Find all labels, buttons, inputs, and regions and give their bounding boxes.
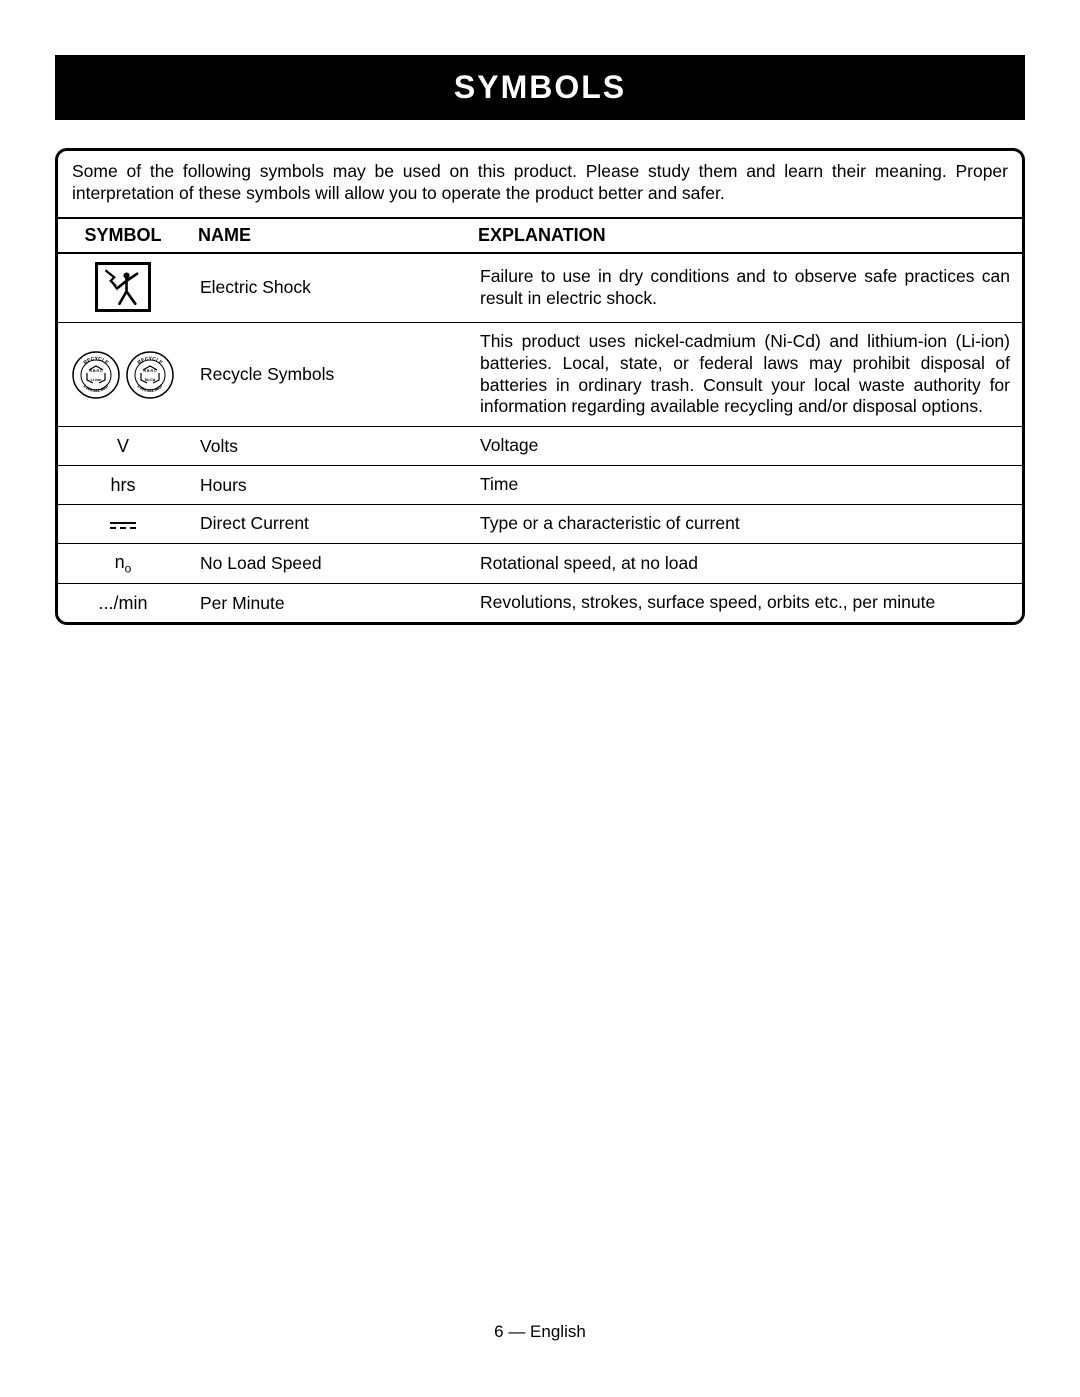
table-row: no No Load Speed Rotational speed, at no…	[58, 543, 1022, 584]
table-row: .../min Per Minute Revolutions, strokes,…	[58, 584, 1022, 622]
symbol-cell	[58, 505, 188, 544]
svg-text:RECYCLE: RECYCLE	[83, 355, 110, 366]
symbol-cell: .../min	[58, 584, 188, 622]
name-cell: Direct Current	[188, 505, 468, 544]
header-name: NAME	[188, 218, 468, 253]
header-explanation: EXPLANATION	[468, 218, 1022, 253]
recycle-symbols-icon: RECYCLE 1.800.822.8837 R B R C Li-Ion	[70, 350, 176, 400]
explanation-cell: Voltage	[468, 427, 1022, 466]
no-load-speed-icon: no	[115, 552, 132, 572]
explanation-cell: This product uses nickel-cadmium (Ni-Cd)…	[468, 322, 1022, 427]
table-row: RECYCLE 1.800.822.8837 R B R C Li-Ion	[58, 322, 1022, 427]
symbols-table-container: Some of the following symbols may be use…	[55, 148, 1025, 625]
symbol-cell: hrs	[58, 466, 188, 505]
intro-text: Some of the following symbols may be use…	[58, 151, 1022, 217]
explanation-cell: Rotational speed, at no load	[468, 543, 1022, 584]
recycle-seal-icon: RECYCLE 1.800.822.8837 R B R C Ni-Cd	[125, 350, 175, 400]
table-row: Direct Current Type or a characteristic …	[58, 505, 1022, 544]
name-cell: Recycle Symbols	[188, 322, 468, 427]
svg-text:R B R C: R B R C	[89, 369, 103, 373]
name-cell: No Load Speed	[188, 543, 468, 584]
symbol-cell: V	[58, 427, 188, 466]
table-row: hrs Hours Time	[58, 466, 1022, 505]
symbols-table: SYMBOL NAME EXPLANATION	[58, 217, 1022, 623]
svg-text:1.800.822.8837: 1.800.822.8837	[82, 382, 110, 392]
page-footer: 6 — English	[0, 1322, 1080, 1342]
explanation-cell: Failure to use in dry conditions and to …	[468, 253, 1022, 323]
explanation-cell: Time	[468, 466, 1022, 505]
name-cell: Hours	[188, 466, 468, 505]
name-cell: Volts	[188, 427, 468, 466]
svg-text:1.800.822.8837: 1.800.822.8837	[136, 382, 164, 392]
explanation-cell: Revolutions, strokes, surface speed, orb…	[468, 584, 1022, 622]
name-cell: Per Minute	[188, 584, 468, 622]
table-header-row: SYMBOL NAME EXPLANATION	[58, 218, 1022, 253]
table-row: V Volts Voltage	[58, 427, 1022, 466]
recycle-seal-icon: RECYCLE 1.800.822.8837 R B R C Li-Ion	[71, 350, 121, 400]
svg-text:R B R C: R B R C	[143, 369, 157, 373]
svg-text:RECYCLE: RECYCLE	[137, 355, 164, 366]
direct-current-icon	[110, 522, 136, 529]
page-title: SYMBOLS	[55, 55, 1025, 120]
symbol-cell	[58, 253, 188, 323]
symbol-cell: no	[58, 543, 188, 584]
symbol-cell: RECYCLE 1.800.822.8837 R B R C Li-Ion	[58, 322, 188, 427]
svg-text:Li-Ion: Li-Ion	[91, 377, 102, 382]
header-symbol: SYMBOL	[58, 218, 188, 253]
table-row: Electric Shock Failure to use in dry con…	[58, 253, 1022, 323]
electric-shock-icon	[95, 262, 151, 312]
name-cell: Electric Shock	[188, 253, 468, 323]
svg-text:Ni-Cd: Ni-Cd	[145, 377, 156, 382]
explanation-cell: Type or a characteristic of current	[468, 505, 1022, 544]
